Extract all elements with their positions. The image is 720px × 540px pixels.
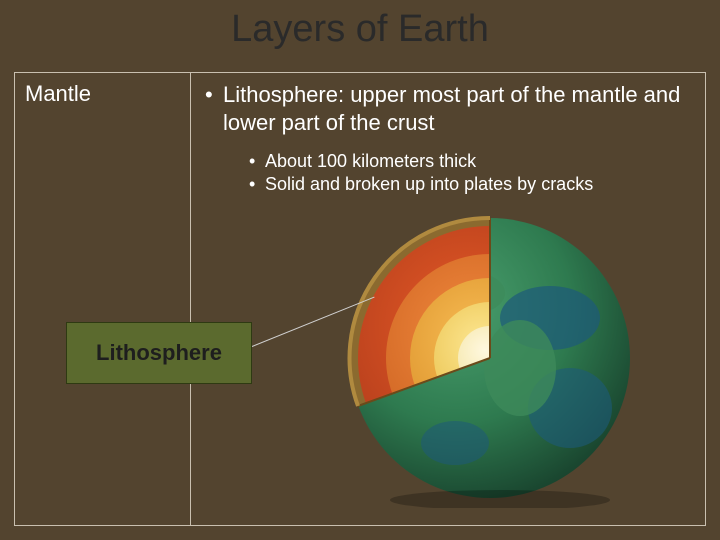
sub-bullet-list: About 100 kilometers thick Solid and bro… xyxy=(205,150,691,197)
earth-cutaway-diagram xyxy=(330,208,650,508)
section-label: Mantle xyxy=(25,81,180,107)
slide-title: Layers of Earth xyxy=(0,0,720,59)
lithosphere-callout: Lithosphere xyxy=(66,322,252,384)
sub-bullet: Solid and broken up into plates by crack… xyxy=(249,173,691,196)
main-bullet: Lithosphere: upper most part of the mant… xyxy=(205,81,691,136)
left-column: Mantle xyxy=(15,73,191,525)
sub-bullet: About 100 kilometers thick xyxy=(249,150,691,173)
